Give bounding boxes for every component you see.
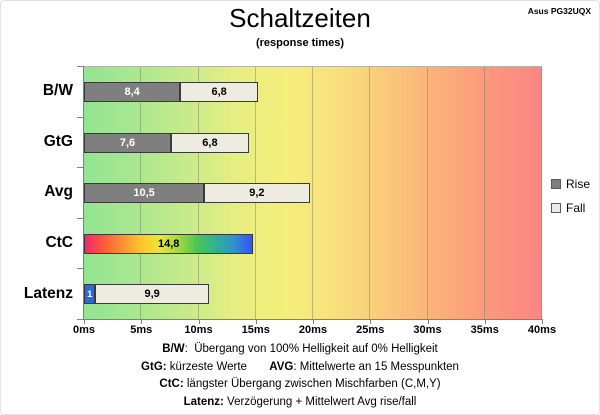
category-label: Latenz <box>23 284 73 302</box>
bar-segment: 7,6 <box>84 132 172 153</box>
bar-value-label: 1 <box>87 288 93 300</box>
plot-area: 8,4 6,8 7,6 6,8 10,5 9,2 14,8 1 9,9 <box>84 66 542 319</box>
x-tick-label: 10ms <box>184 324 213 336</box>
legend-swatch-rise <box>551 179 561 189</box>
x-tick-label: 20ms <box>298 324 328 336</box>
category-label: GtG <box>43 132 73 150</box>
gridline <box>541 67 542 319</box>
category-label: B/W <box>42 82 73 100</box>
y-tick-mark <box>77 117 83 118</box>
legend-swatch-fall <box>551 203 561 213</box>
x-tick-mark <box>313 320 314 324</box>
x-tick-mark <box>428 320 429 324</box>
footnote-term: AVG <box>269 360 294 373</box>
bar-segment: 1 <box>84 284 96 305</box>
bar-segment: 10,5 <box>84 183 205 204</box>
x-tick-label: 0ms <box>72 324 96 336</box>
footnote-line: GtG: kürzeste Werte AVG: Mittelwerte an … <box>1 359 599 377</box>
bar-segment: 6,8 <box>171 132 249 153</box>
x-tick-label: 5ms <box>130 324 153 336</box>
gridline <box>484 67 485 319</box>
footnote-text: : Mittelwerte an 15 Messpunkten <box>293 360 459 373</box>
footnote-text: kürzeste Werte <box>166 360 270 373</box>
bar-segment: 14,8 <box>84 233 254 254</box>
x-tick-mark <box>485 320 486 324</box>
x-tick-label: 35ms <box>470 324 499 336</box>
x-tick-label: 15ms <box>241 324 270 336</box>
footnote-line: Latenz: Verzögerung + Mittelwert Avg ris… <box>1 394 599 412</box>
y-tick-mark <box>77 66 83 67</box>
footnote-term: CtC: <box>159 378 184 390</box>
x-tick-mark <box>256 320 257 324</box>
bar-value-label: 9,2 <box>249 187 265 200</box>
page-subtitle: (response times) <box>255 37 345 49</box>
bar-value-label: 6,8 <box>211 86 227 98</box>
y-axis-line <box>83 66 84 320</box>
x-axis-line <box>83 319 543 320</box>
page-title: Schaltzeiten <box>229 3 371 33</box>
footnote-text: Verzögerung + Mittelwert Avg rise/fall <box>223 395 417 408</box>
bar-value-label: 10,5 <box>133 187 155 200</box>
x-tick-mark <box>199 320 200 324</box>
y-tick-mark <box>77 268 83 269</box>
bar-value-label: 8,4 <box>124 86 140 98</box>
y-tick-mark <box>77 218 83 219</box>
x-tick-label: 25ms <box>356 324 385 336</box>
bar-segment: 6,8 <box>180 82 259 102</box>
bar-value-label: 9,9 <box>144 288 160 301</box>
x-tick-label: 30ms <box>413 324 442 336</box>
footnote-term: Latenz: <box>183 395 224 408</box>
bar-segment: 9,2 <box>204 183 310 204</box>
footnote-text: längster Übergang zwischen Mischfarben (… <box>183 378 441 390</box>
x-tick-mark <box>141 320 142 324</box>
category-label: CtC <box>45 234 73 252</box>
footnote-line: B/W: Übergang von 100% Helligkeit auf 0%… <box>1 341 599 359</box>
gridline <box>427 67 428 319</box>
footnotes: B/W: Übergang von 100% Helligkeit auf 0%… <box>1 341 599 411</box>
gridline <box>369 67 370 319</box>
footnote-term: GtG: <box>141 360 167 373</box>
bar-value-label: 14,8 <box>158 237 180 250</box>
footnote-line: CtC: längster Übergang zwischen Mischfar… <box>1 376 599 394</box>
x-tick-mark <box>84 320 85 324</box>
footnote-text: : Übergang von 100% Helligkeit auf 0% He… <box>184 343 438 355</box>
x-tick-label: 40ms <box>527 324 557 336</box>
x-tick-mark <box>542 320 543 324</box>
y-tick-mark <box>77 319 83 320</box>
legend-item: Rise <box>551 177 590 191</box>
bar-value-label: 7,6 <box>119 136 136 149</box>
device-label: Asus PG32UQX <box>527 6 591 16</box>
category-label: Avg <box>44 183 73 201</box>
x-tick-mark <box>370 320 371 324</box>
bar-segment: 9,9 <box>95 284 209 305</box>
bar-segment: 8,4 <box>84 82 181 102</box>
legend-label: Rise <box>566 177 591 191</box>
gridline <box>312 67 313 319</box>
legend-label: Fall <box>566 201 586 215</box>
bar-value-label: 6,8 <box>202 136 218 149</box>
legend-item: Fall <box>551 201 585 215</box>
y-tick-mark <box>77 167 83 168</box>
footnote-term: B/W <box>162 343 185 355</box>
